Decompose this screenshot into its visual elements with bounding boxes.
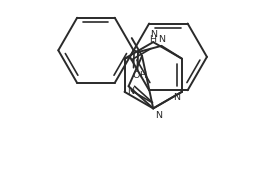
Text: O: O xyxy=(133,71,140,80)
Text: N: N xyxy=(158,35,165,44)
Text: N: N xyxy=(155,111,162,120)
Text: N: N xyxy=(127,87,134,96)
Text: H: H xyxy=(140,71,147,80)
Text: H: H xyxy=(149,35,156,44)
Text: N: N xyxy=(150,30,157,39)
Text: N: N xyxy=(173,93,180,102)
